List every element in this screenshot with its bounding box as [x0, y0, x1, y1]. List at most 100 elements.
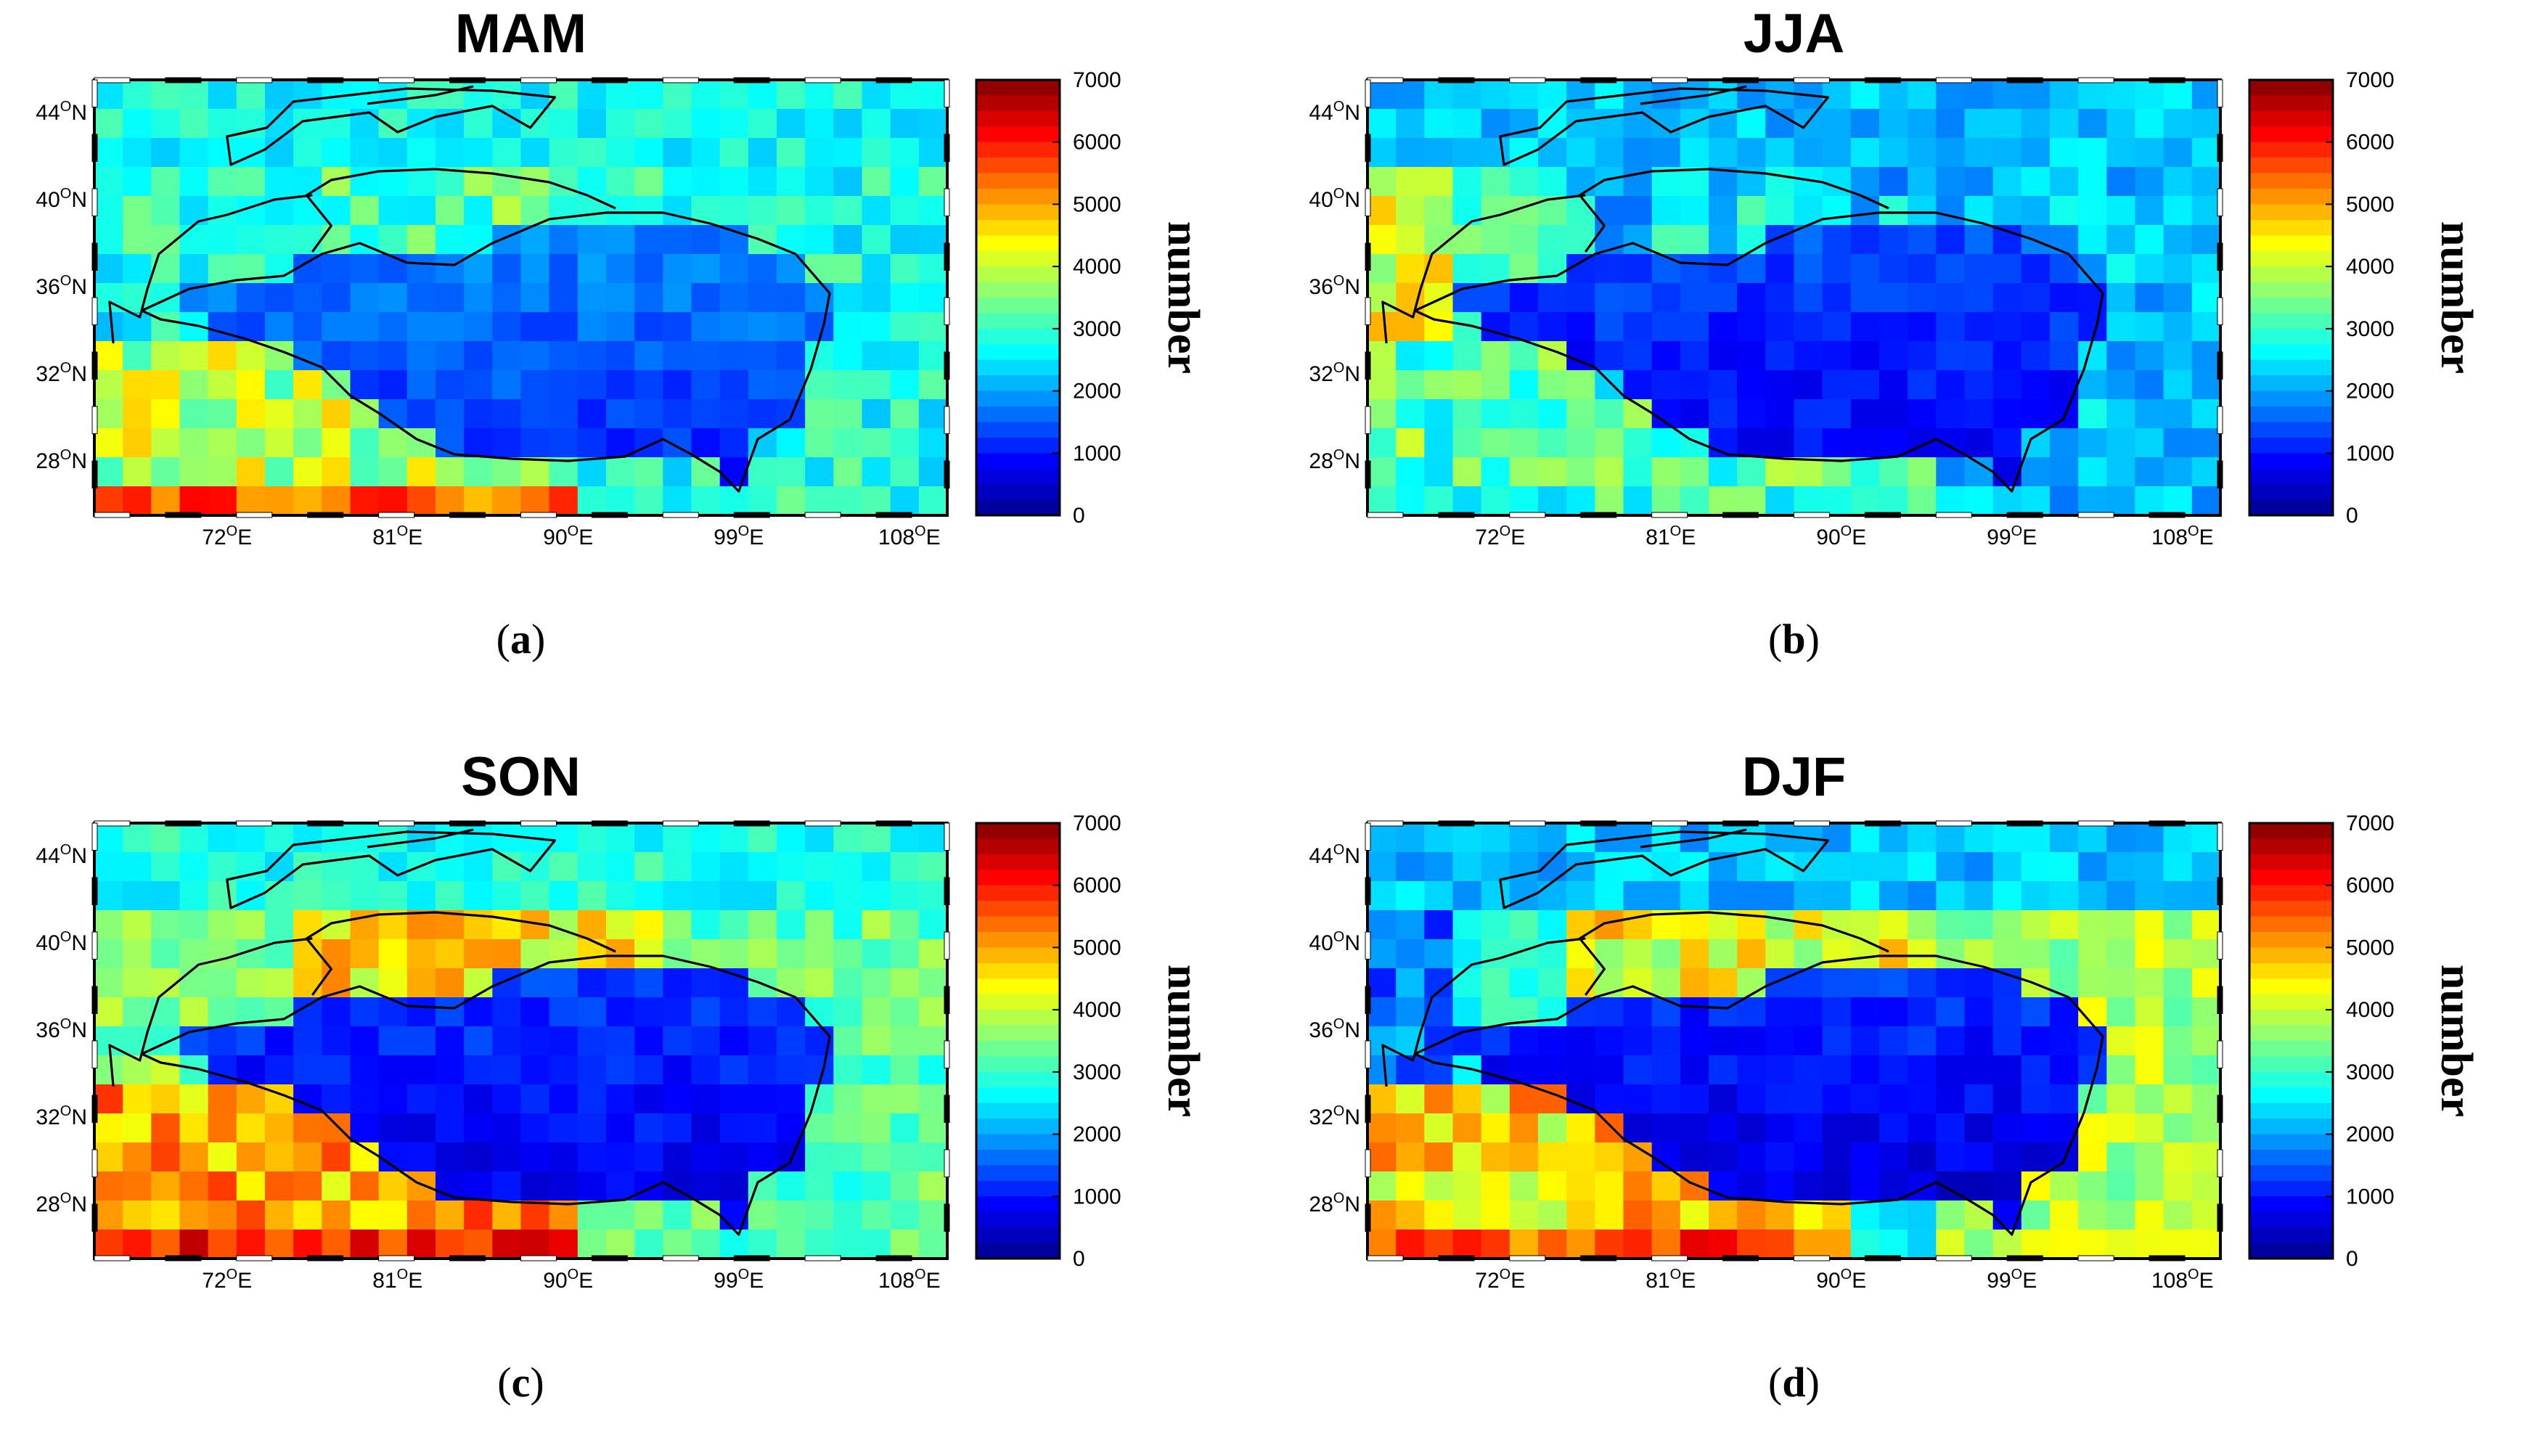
heatmap-cell: [1879, 939, 1908, 969]
heatmap-cell: [2135, 283, 2164, 313]
heatmap-cell: [179, 852, 209, 882]
heatmap-cell: [862, 823, 891, 853]
heatmap-cell: [1680, 1230, 1709, 1259]
heatmap-cell: [179, 399, 209, 429]
heatmap-cell: [123, 997, 152, 1027]
heatmap-cell: [1822, 1084, 1852, 1114]
heatmap-cell: [464, 997, 493, 1027]
heatmap-cell: [1879, 138, 1908, 168]
heatmap-cell: [123, 1230, 152, 1259]
heatmap-cell: [691, 109, 721, 139]
heatmap-cell: [833, 939, 863, 969]
heatmap-cell: [520, 399, 550, 429]
heatmap-cell: [151, 254, 181, 284]
tarim-outline: [1578, 168, 1889, 253]
heatmap-cell: [1964, 254, 1994, 284]
heatmap-cell: [151, 1142, 181, 1172]
heatmap-cell: [1737, 1026, 1766, 1056]
heatmap-cell: [1509, 486, 1539, 516]
heatmap-cell: [606, 1026, 635, 1056]
heatmap-cell: [1794, 370, 1823, 400]
heatmap-cell: [1595, 1055, 1624, 1085]
heatmap-cell: [151, 910, 181, 940]
heatmap-cell: [606, 1142, 635, 1172]
heatmap-cell: [1850, 312, 1880, 342]
heatmap-cell: [123, 341, 152, 371]
heatmap-cell: [520, 1113, 550, 1143]
heatmap-cell: [1509, 370, 1539, 400]
heatmap-cell: [549, 341, 579, 371]
heatmap-cell: [123, 254, 152, 284]
heatmap-cell: [1737, 138, 1766, 168]
heatmap-cell: [179, 341, 209, 371]
plateau-outline: [140, 211, 831, 493]
heatmap-cell: [94, 1171, 123, 1201]
heatmap-cell: [2078, 486, 2107, 516]
heatmap-cell: [1396, 910, 1425, 940]
panel-a: MAM 72OE 81OE 90OE 99OE 108OE 44ON 40ON 36ON 32ON…: [0, 0, 1273, 713]
heatmap-cell: [378, 939, 408, 969]
heatmap-cell: [492, 312, 522, 342]
heatmap-cell: [918, 254, 948, 284]
heatmap-cell: [1936, 370, 1966, 400]
heatmap-cell: [634, 881, 663, 911]
heatmap-cell: [890, 1055, 920, 1085]
heatmap-cell: [520, 486, 550, 516]
heatmap-cell: [350, 457, 380, 487]
colorbar-tick-label: 7000: [2346, 811, 2395, 835]
heatmap-cell: [293, 196, 322, 226]
heatmap-cell: [634, 80, 663, 110]
heatmap-cell: [151, 1201, 181, 1230]
heatmap-cell: [606, 138, 635, 168]
heatmap-cell: [1680, 968, 1709, 998]
heatmap-cell: [1566, 1230, 1595, 1259]
heatmap-cell: [1765, 80, 1795, 110]
heatmap-cell: [151, 370, 181, 400]
heatmap-cell: [2050, 138, 2079, 168]
heatmap-cell: [378, 1026, 408, 1056]
heatmap-cell: [208, 1026, 237, 1056]
heatmap-cell: [520, 1084, 550, 1114]
heatmap-cell: [777, 997, 806, 1027]
y-tick-label: 40ON: [1309, 186, 1360, 212]
heatmap-cell: [1908, 823, 1937, 853]
heatmap-cell: [1765, 399, 1795, 429]
heatmap-cell: [2163, 341, 2193, 371]
heatmap-cell: [1908, 1171, 1937, 1201]
heatmap-cell: [1367, 997, 1397, 1027]
heatmap-cell: [918, 881, 948, 911]
heatmap-cell: [1424, 80, 1454, 110]
heatmap-cell: [1680, 939, 1709, 969]
heatmap-cell: [1794, 341, 1823, 371]
heatmap-cell: [1936, 167, 1966, 197]
heatmap-cell: [208, 167, 237, 197]
heatmap-cell: [1964, 1084, 1994, 1114]
heatmap-cell: [2135, 486, 2164, 516]
heatmap-cell: [1992, 254, 2022, 284]
heatmap-cell: [2106, 80, 2136, 110]
heatmap-cell: [2163, 1055, 2193, 1085]
heatmap-cell: [1879, 1026, 1908, 1056]
heatmap-cell: [1566, 196, 1595, 226]
heatmap-cell: [748, 939, 777, 969]
heatmap-cell: [1595, 486, 1624, 516]
heatmap-cell: [918, 225, 948, 255]
heatmap-cell: [151, 457, 181, 487]
heatmap-cell: [1850, 1201, 1880, 1230]
heatmap-cell: [577, 1026, 607, 1056]
heatmap-cell: [436, 457, 465, 487]
heatmap-cell: [1481, 852, 1510, 882]
heatmap-cell: [236, 1084, 266, 1114]
heatmap-cell: [1595, 341, 1624, 371]
heatmap-cell: [1367, 283, 1397, 313]
heatmap-cell: [1452, 138, 1482, 168]
heatmap-cell: [179, 823, 209, 853]
x-tick-label: 90OE: [543, 523, 593, 549]
heatmap-cell: [1680, 1113, 1709, 1143]
heatmap-cell: [1794, 1055, 1823, 1085]
heatmap-cell: [805, 138, 834, 168]
heatmap-cell: [322, 997, 351, 1027]
heatmap-cell: [805, 457, 834, 487]
heatmap-cell: [1964, 312, 1994, 342]
y-tick-label: 32ON: [36, 360, 87, 386]
